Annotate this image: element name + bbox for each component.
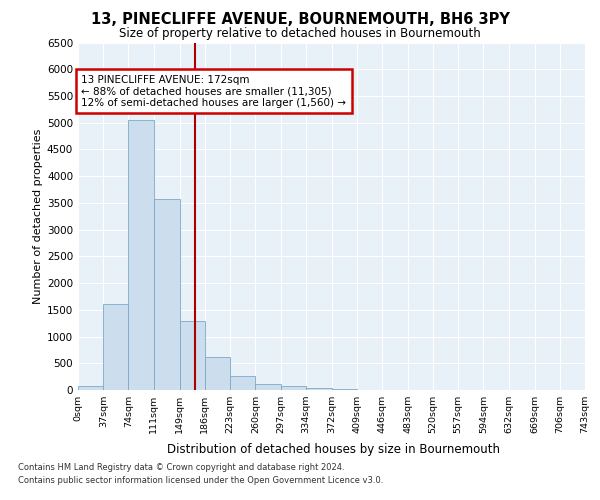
Bar [78,386,103,390]
Bar [154,198,179,390]
Bar [128,120,154,390]
Bar [306,388,332,390]
Bar [256,384,281,390]
Text: 13 PINECLIFFE AVENUE: 172sqm
← 88% of detached houses are smaller (11,305)
12% o: 13 PINECLIFFE AVENUE: 172sqm ← 88% of de… [82,74,346,108]
Bar [205,357,230,390]
Bar [332,389,357,390]
Bar [281,386,306,390]
Text: Distribution of detached houses by size in Bournemouth: Distribution of detached houses by size … [167,442,500,456]
Text: Contains HM Land Registry data © Crown copyright and database right 2024.: Contains HM Land Registry data © Crown c… [18,462,344,471]
Text: Contains public sector information licensed under the Open Government Licence v3: Contains public sector information licen… [18,476,383,485]
Bar [103,304,128,390]
Text: 13, PINECLIFFE AVENUE, BOURNEMOUTH, BH6 3PY: 13, PINECLIFFE AVENUE, BOURNEMOUTH, BH6 … [91,12,509,28]
Y-axis label: Number of detached properties: Number of detached properties [33,128,43,304]
Bar [179,320,205,390]
Bar [230,376,256,390]
Text: Size of property relative to detached houses in Bournemouth: Size of property relative to detached ho… [119,28,481,40]
